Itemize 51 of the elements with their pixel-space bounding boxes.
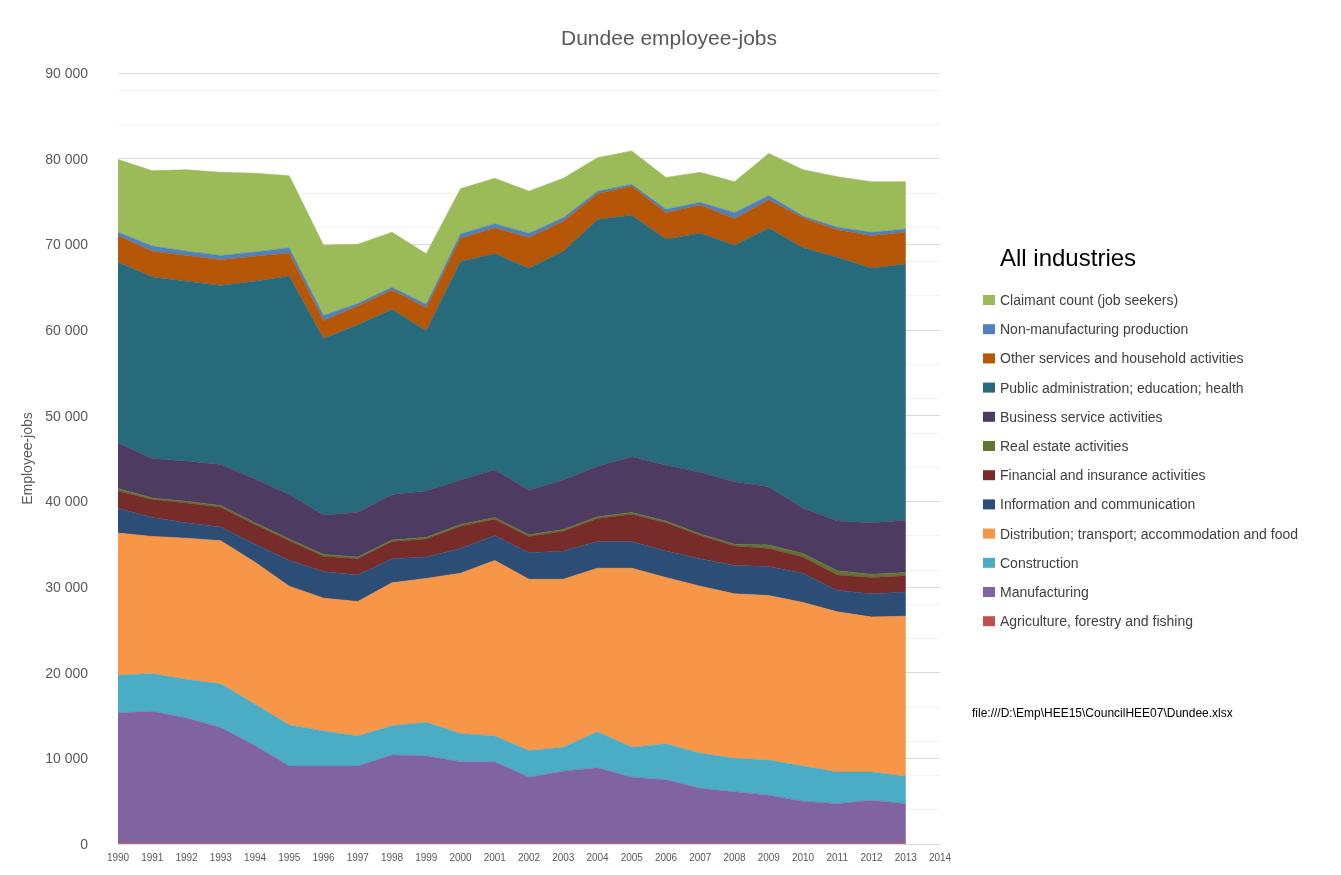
x-tick-label: 1991 bbox=[141, 851, 164, 863]
y-tick-label: 80 000 bbox=[45, 150, 89, 167]
y-tick-label: 0 bbox=[80, 836, 89, 852]
x-tick-label: 1992 bbox=[175, 851, 199, 863]
x-tick-label: 1993 bbox=[209, 851, 233, 863]
x-tick-label: 2001 bbox=[483, 851, 507, 863]
x-tick-label: 2005 bbox=[620, 851, 644, 863]
y-axis-title: Employee-jobs bbox=[19, 412, 36, 505]
legend-label: Real estate activities bbox=[1000, 438, 1129, 454]
x-tick-label: 1999 bbox=[415, 851, 438, 863]
x-tick-label: 2002 bbox=[517, 851, 541, 863]
x-tick-label: 1997 bbox=[346, 851, 370, 863]
chart-title: Dundee employee-jobs bbox=[561, 26, 777, 49]
y-tick-label: 50 000 bbox=[45, 407, 89, 424]
legend-label: Public administration; education; health bbox=[1000, 379, 1244, 396]
y-tick-label: 90 000 bbox=[45, 65, 89, 81]
x-tick-label: 2006 bbox=[654, 851, 678, 863]
x-tick-label: 1995 bbox=[278, 851, 301, 863]
legend-label: Distribution; transport; accommodation and food bbox=[1000, 525, 1299, 542]
legend-label: Claimant count (job seekers) bbox=[1000, 292, 1179, 308]
text: file:///D:\Emp\HEE15\CouncilHEE07\Dundee.xlsx bbox=[972, 706, 1233, 720]
y-tick-label: 30 000 bbox=[45, 579, 89, 595]
legend-label: Agriculture, forestry and fishing bbox=[1000, 613, 1193, 630]
x-tick-label: 2014 bbox=[928, 851, 952, 863]
legend-title: All industries bbox=[1000, 243, 1137, 271]
y-tick-label: 20 000 bbox=[45, 664, 89, 681]
legend-label: Construction bbox=[1000, 554, 1079, 571]
legend-label: Manufacturing bbox=[1000, 584, 1089, 600]
y-tick-label: 10 000 bbox=[45, 750, 89, 767]
legend-label: Non-manufacturing production bbox=[1000, 321, 1189, 338]
x-tick-label: 2013 bbox=[894, 851, 918, 863]
x-tick-label: 2012 bbox=[860, 851, 884, 863]
x-tick-label: 1996 bbox=[312, 851, 336, 863]
y-tick-label: 70 000 bbox=[45, 236, 89, 253]
x-tick-label: 2009 bbox=[757, 851, 781, 863]
x-tick-label: 1994 bbox=[243, 851, 267, 863]
x-tick-label: 2011 bbox=[826, 851, 849, 863]
x-tick-label: 1990 bbox=[106, 851, 130, 863]
y-tick-label: 60 000 bbox=[45, 322, 89, 338]
x-tick-label: 2008 bbox=[723, 851, 747, 863]
x-tick-label: 2004 bbox=[586, 851, 610, 863]
legend-label: Information and communication bbox=[1000, 496, 1196, 513]
legend-label: Financial and insurance activities bbox=[1000, 467, 1206, 484]
x-tick-label: 2010 bbox=[791, 851, 815, 863]
x-tick-label: 2000 bbox=[449, 851, 473, 863]
y-tick-label: 40 000 bbox=[45, 493, 89, 510]
x-tick-label: 2007 bbox=[689, 851, 712, 863]
legend-label: Other services and household activities bbox=[1000, 350, 1244, 367]
legend-label: Business service activities bbox=[1000, 408, 1163, 425]
x-tick-label: 2003 bbox=[552, 851, 575, 863]
x-tick-label: 1998 bbox=[380, 851, 404, 863]
